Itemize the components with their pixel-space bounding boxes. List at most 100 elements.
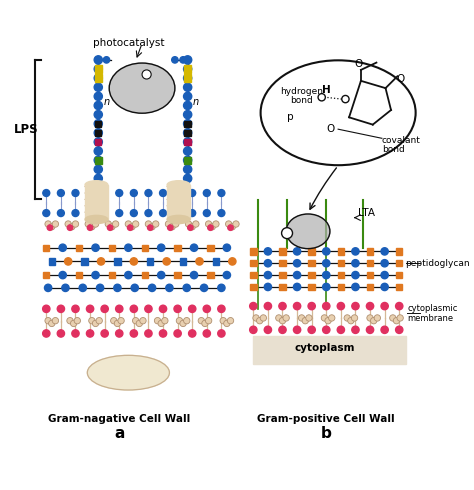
Circle shape <box>344 315 350 321</box>
Circle shape <box>94 74 102 82</box>
Circle shape <box>323 248 330 255</box>
Circle shape <box>101 305 108 313</box>
Circle shape <box>191 271 198 279</box>
Bar <box>207 272 214 278</box>
Circle shape <box>337 326 345 334</box>
Text: peptidoglycan: peptidoglycan <box>406 259 470 268</box>
Bar <box>95 156 102 164</box>
Circle shape <box>94 56 102 64</box>
Circle shape <box>264 271 272 279</box>
Circle shape <box>174 305 181 313</box>
Circle shape <box>169 223 175 230</box>
Circle shape <box>72 210 79 217</box>
Circle shape <box>116 190 123 196</box>
Bar <box>95 121 101 127</box>
Circle shape <box>183 110 192 119</box>
Bar <box>309 284 315 290</box>
Circle shape <box>43 305 50 313</box>
Text: n: n <box>104 97 110 107</box>
Circle shape <box>92 221 99 227</box>
Circle shape <box>94 156 102 164</box>
Circle shape <box>205 221 212 227</box>
Bar <box>48 258 55 265</box>
Circle shape <box>52 221 59 227</box>
Bar <box>184 121 191 127</box>
Circle shape <box>202 320 208 327</box>
Bar <box>337 272 344 278</box>
Bar <box>250 260 256 267</box>
Circle shape <box>253 315 259 321</box>
Circle shape <box>302 318 309 324</box>
Circle shape <box>183 318 190 324</box>
Circle shape <box>94 83 102 91</box>
Circle shape <box>172 57 178 63</box>
Ellipse shape <box>286 214 330 248</box>
Bar <box>396 260 402 267</box>
Circle shape <box>264 248 272 255</box>
Bar <box>174 245 181 251</box>
Circle shape <box>145 305 152 313</box>
Circle shape <box>110 318 117 324</box>
Bar <box>43 272 49 278</box>
Text: n: n <box>193 97 199 107</box>
Circle shape <box>166 284 173 292</box>
Circle shape <box>158 320 164 327</box>
Circle shape <box>59 271 66 279</box>
Circle shape <box>264 326 272 334</box>
Circle shape <box>218 210 225 217</box>
Ellipse shape <box>109 63 175 113</box>
Circle shape <box>72 221 79 227</box>
Circle shape <box>118 318 124 324</box>
Circle shape <box>188 225 193 230</box>
Circle shape <box>223 271 230 279</box>
Circle shape <box>323 283 330 291</box>
Bar <box>85 185 108 220</box>
Bar <box>109 272 115 278</box>
Circle shape <box>140 318 146 324</box>
Text: covalant: covalant <box>382 136 421 145</box>
Circle shape <box>366 302 374 310</box>
Circle shape <box>226 221 232 227</box>
Circle shape <box>381 248 388 255</box>
Text: LPS: LPS <box>14 123 38 136</box>
Circle shape <box>323 260 330 267</box>
Circle shape <box>180 320 186 327</box>
Circle shape <box>390 315 396 321</box>
Text: LTA: LTA <box>358 208 375 218</box>
Text: Gram-positive Cell Wall: Gram-positive Cell Wall <box>257 414 395 424</box>
Circle shape <box>86 305 94 313</box>
Bar <box>43 245 49 251</box>
Bar <box>76 272 82 278</box>
Bar <box>109 245 115 251</box>
Circle shape <box>381 260 388 267</box>
Circle shape <box>92 244 99 251</box>
Circle shape <box>325 318 331 324</box>
Bar <box>95 130 101 136</box>
Circle shape <box>168 225 173 230</box>
Circle shape <box>279 318 286 324</box>
Circle shape <box>264 260 272 267</box>
Circle shape <box>45 221 51 227</box>
Circle shape <box>94 110 102 119</box>
Circle shape <box>183 101 192 110</box>
Circle shape <box>183 156 192 164</box>
Circle shape <box>183 138 192 146</box>
Text: p: p <box>287 112 294 122</box>
Circle shape <box>87 210 93 217</box>
Circle shape <box>94 138 102 146</box>
Circle shape <box>218 284 225 292</box>
Text: bond: bond <box>290 97 313 105</box>
Circle shape <box>96 284 104 292</box>
Circle shape <box>145 330 152 337</box>
Bar <box>184 65 191 73</box>
Circle shape <box>308 302 315 310</box>
Bar <box>142 272 148 278</box>
Circle shape <box>183 74 192 82</box>
Circle shape <box>205 318 212 324</box>
Circle shape <box>293 271 301 279</box>
Circle shape <box>48 223 55 230</box>
Bar <box>167 185 190 220</box>
Circle shape <box>250 326 257 334</box>
Circle shape <box>220 318 227 324</box>
Circle shape <box>342 96 349 103</box>
